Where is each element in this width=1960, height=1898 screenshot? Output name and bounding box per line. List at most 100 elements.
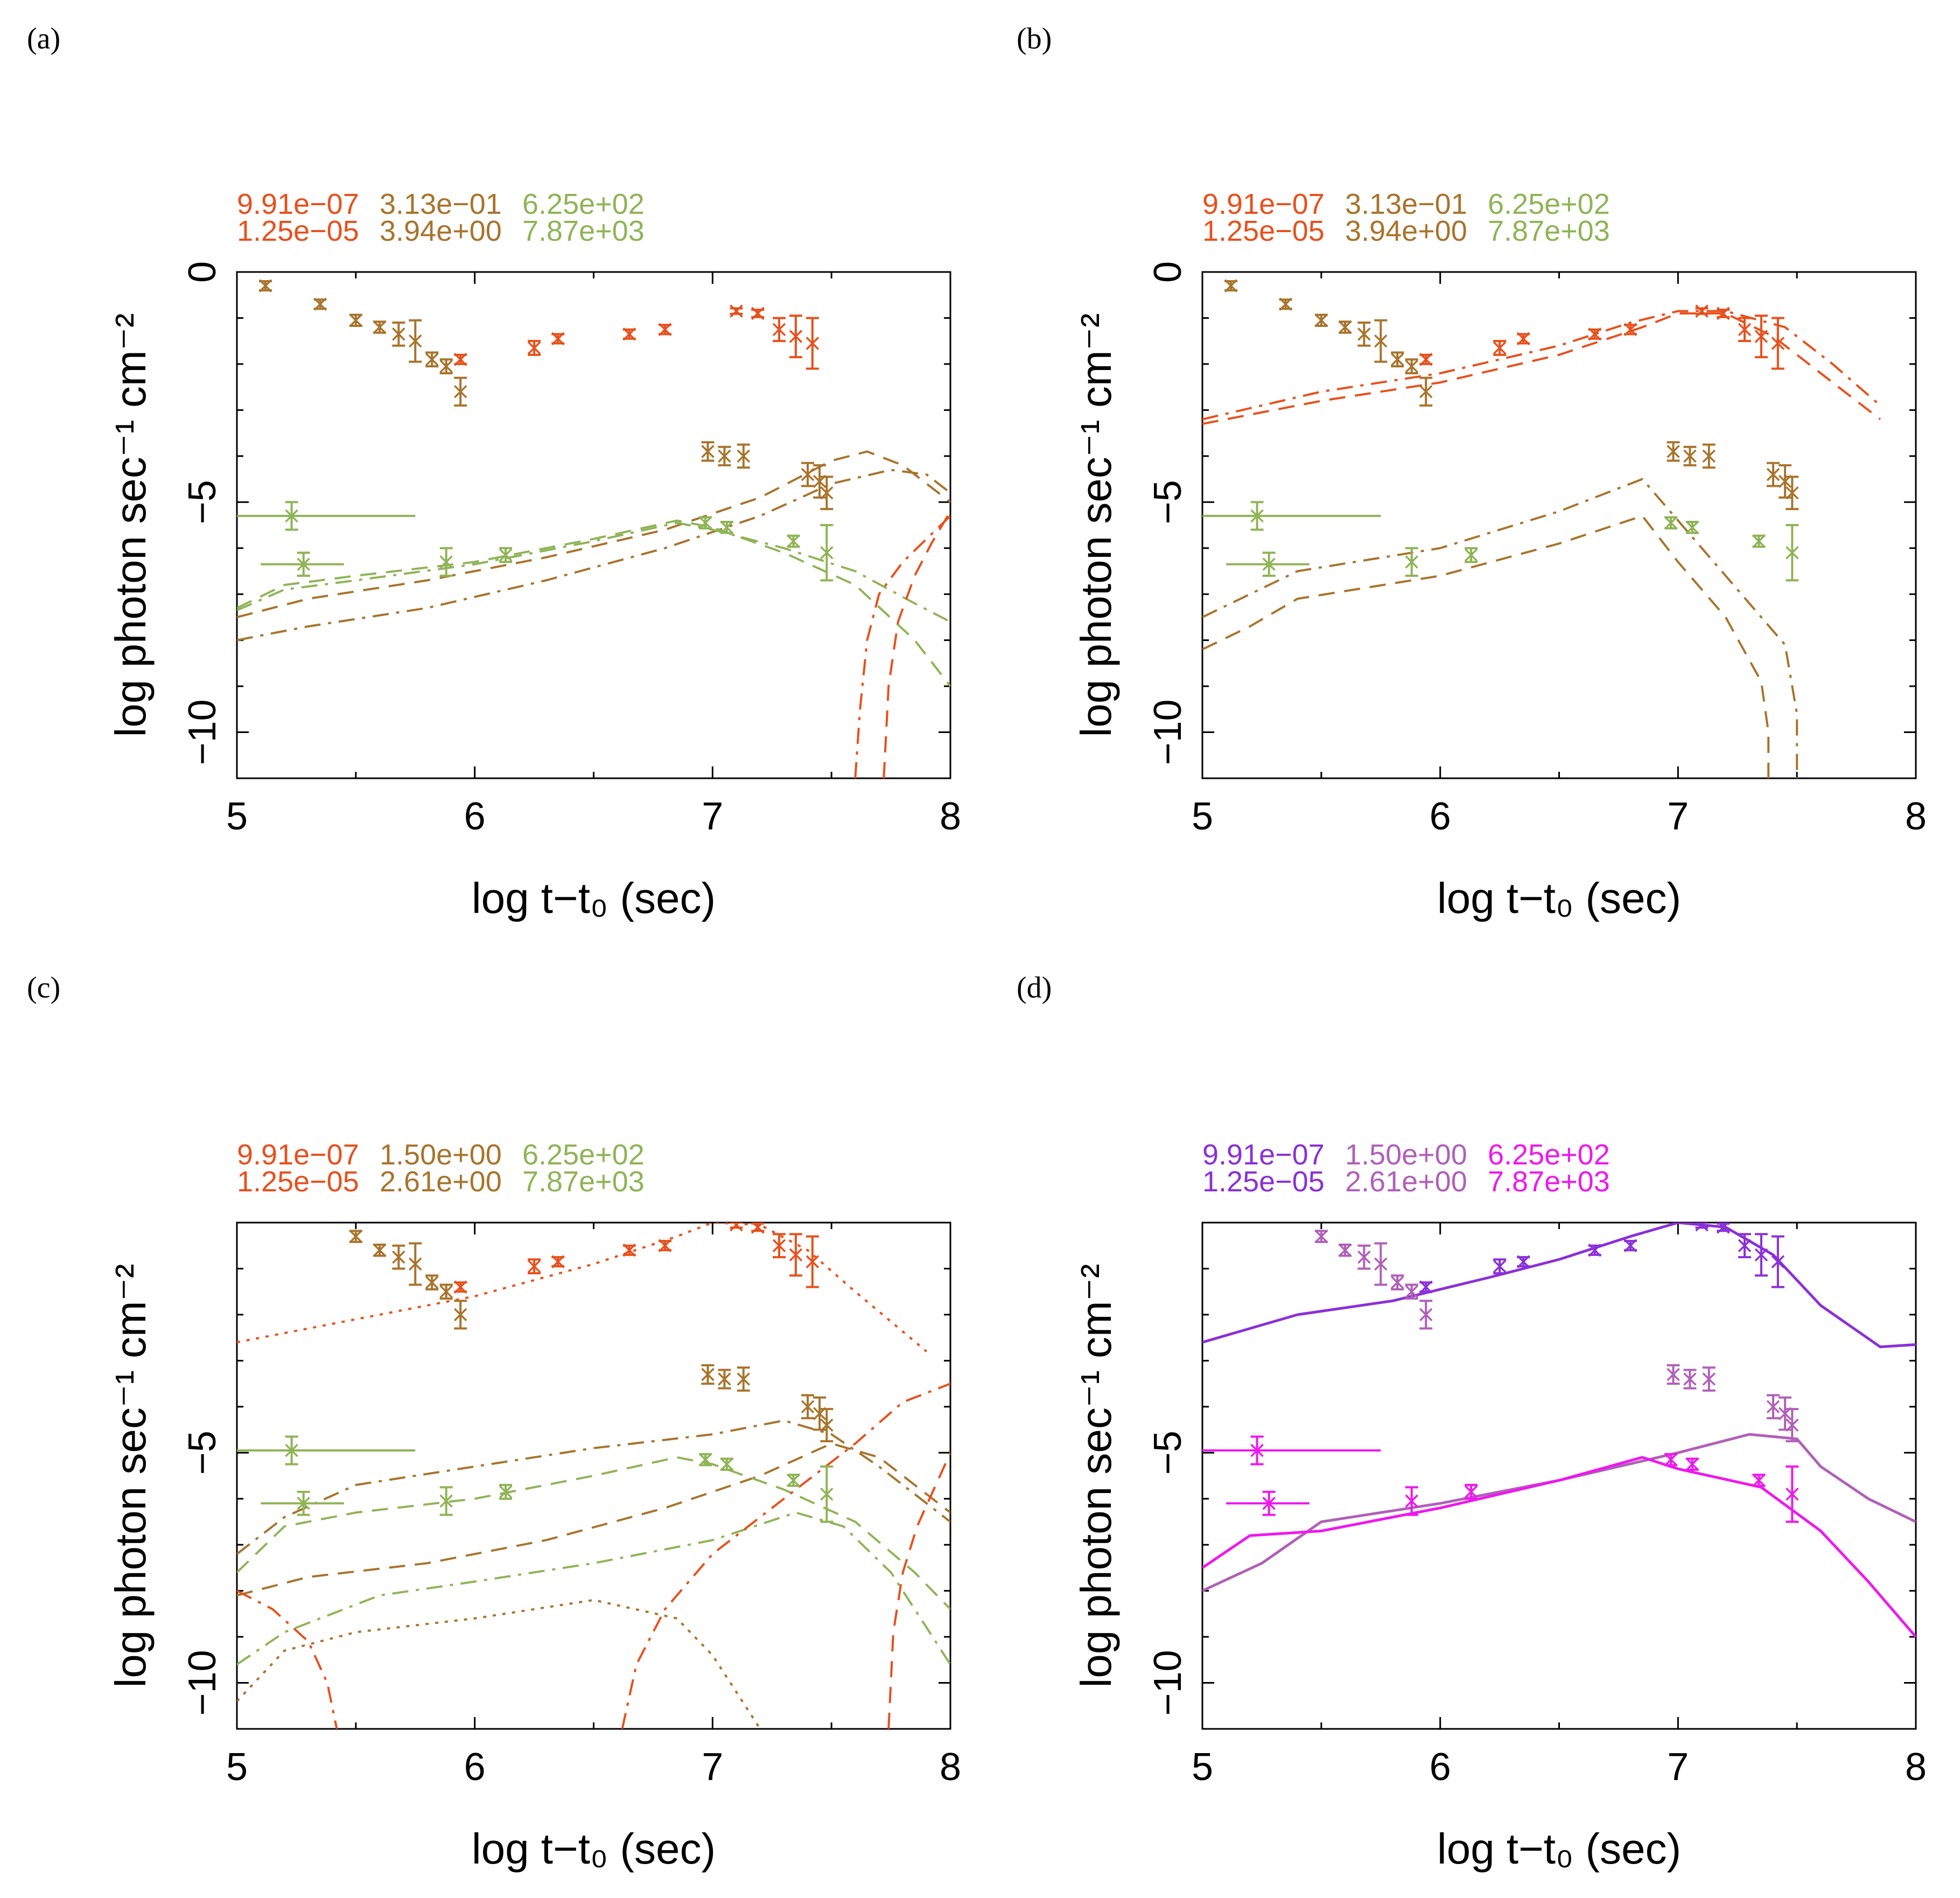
data-point xyxy=(1419,1280,1433,1294)
x-tick-label: 6 xyxy=(1430,795,1451,838)
model-curve-brown-dash xyxy=(1202,514,1770,778)
data-point xyxy=(1786,1408,1799,1442)
x-tick-label: 6 xyxy=(464,795,486,838)
data-point xyxy=(551,332,565,346)
data-point xyxy=(751,306,765,320)
data-point xyxy=(1314,1230,1328,1243)
data-point xyxy=(772,317,786,343)
data-point xyxy=(1405,1283,1418,1300)
data-point xyxy=(1405,547,1418,577)
data-point xyxy=(789,1233,803,1277)
data-point xyxy=(261,1490,344,1516)
model-curve-red-dashdot xyxy=(237,1589,338,1729)
data-point xyxy=(698,1453,712,1467)
plot-frame xyxy=(236,271,951,779)
data-point xyxy=(409,319,422,363)
data-point xyxy=(1766,462,1780,487)
model-curve-brown-dash xyxy=(237,1442,950,1597)
x-tick-label: 7 xyxy=(702,795,723,838)
data-point xyxy=(1493,1258,1507,1274)
legend-entry: 9.91e−07 xyxy=(1202,1139,1325,1171)
data-point xyxy=(1664,516,1678,529)
data-point xyxy=(1338,320,1352,334)
model-curve-purple-solid xyxy=(1202,1223,1916,1349)
legend-entry: 1.25e−05 xyxy=(1202,215,1325,247)
legend-entry: 3.94e+00 xyxy=(380,215,502,247)
x-tick-label: 6 xyxy=(464,1746,486,1789)
legend-entry: 9.91e−07 xyxy=(1202,188,1325,220)
legend-entry: 7.87e+03 xyxy=(522,215,645,247)
legend-entry: 6.25e+02 xyxy=(522,188,645,220)
x-tick-label: 5 xyxy=(1192,1746,1213,1789)
x-tick-label: 7 xyxy=(702,1746,723,1789)
data-point xyxy=(1786,1465,1799,1523)
data-point xyxy=(1338,1244,1352,1257)
data-point xyxy=(499,547,513,563)
x-axis-title: log t−t₀ (sec) xyxy=(1437,874,1681,922)
legend-entry: 7.87e+03 xyxy=(1488,1166,1610,1198)
y-tick-label: −5 xyxy=(181,480,224,524)
data-point xyxy=(1623,323,1637,337)
data-point xyxy=(1390,1274,1404,1290)
data-point xyxy=(373,320,387,334)
data-point xyxy=(1224,279,1238,292)
model-curve-red-dash xyxy=(1202,312,1881,425)
model-curve-red-dot xyxy=(237,1223,928,1352)
legend-entry: 7.87e+03 xyxy=(1488,215,1610,247)
legend-entry: 7.87e+03 xyxy=(522,1166,645,1198)
data-point xyxy=(820,1408,834,1442)
legend-entry: 9.91e−07 xyxy=(237,1139,359,1171)
data-point xyxy=(1405,1486,1418,1516)
data-point xyxy=(801,462,815,487)
data-point xyxy=(1517,1255,1530,1268)
data-point xyxy=(622,327,636,341)
model-curve-green-dash xyxy=(237,1456,950,1610)
data-point xyxy=(787,1474,800,1487)
data-point xyxy=(1314,313,1328,327)
data-point xyxy=(1357,322,1371,347)
data-point xyxy=(453,1280,467,1294)
data-point xyxy=(1664,1453,1678,1467)
data-point xyxy=(1717,1223,1730,1234)
model-curve-red-dashdot xyxy=(854,515,950,778)
data-point xyxy=(720,521,734,534)
data-point xyxy=(453,353,467,366)
legend-entry: 2.61e+00 xyxy=(1345,1166,1467,1198)
data-point xyxy=(439,547,453,577)
legend-entry: 6.25e+02 xyxy=(522,1139,645,1171)
model-curve-magenta-solid xyxy=(1202,1456,1916,1638)
data-point xyxy=(373,1244,387,1257)
data-point xyxy=(439,1283,453,1300)
legend-entry: 6.25e+02 xyxy=(1488,188,1610,220)
data-point xyxy=(1588,1244,1601,1257)
x-tick-label: 8 xyxy=(940,795,961,838)
data-point xyxy=(718,1369,731,1390)
plot-area xyxy=(237,279,950,778)
data-point xyxy=(1695,304,1709,318)
plot-frame xyxy=(236,1222,951,1730)
data-point xyxy=(820,1465,834,1523)
data-point xyxy=(392,1244,405,1270)
panel-a: (a) 5 6 7 8 0 −5 −10 log t−t₀ (sec) log photon se… xyxy=(27,22,961,922)
legend-entry: 1.25e−05 xyxy=(237,1166,359,1198)
legend-entry: 3.94e+00 xyxy=(1345,215,1467,247)
data-point xyxy=(701,1364,715,1385)
y-tick-label: −5 xyxy=(181,1431,224,1475)
plot-area xyxy=(1202,1223,1916,1638)
data-point xyxy=(1778,1396,1792,1431)
data-point xyxy=(1419,353,1433,366)
data-point xyxy=(237,1435,416,1466)
y-tick-label: −5 xyxy=(1146,480,1189,524)
data-point xyxy=(787,534,800,548)
data-point xyxy=(820,476,834,511)
model-curve-brown-dot xyxy=(237,1599,761,1729)
data-point xyxy=(1683,445,1697,466)
data-point xyxy=(1419,376,1433,407)
data-point xyxy=(237,501,416,531)
panel-label: (a) xyxy=(27,22,60,55)
x-tick-label: 8 xyxy=(940,1746,961,1789)
data-point xyxy=(1752,1474,1766,1487)
data-point xyxy=(1702,443,1716,469)
data-point xyxy=(1202,1435,1381,1466)
